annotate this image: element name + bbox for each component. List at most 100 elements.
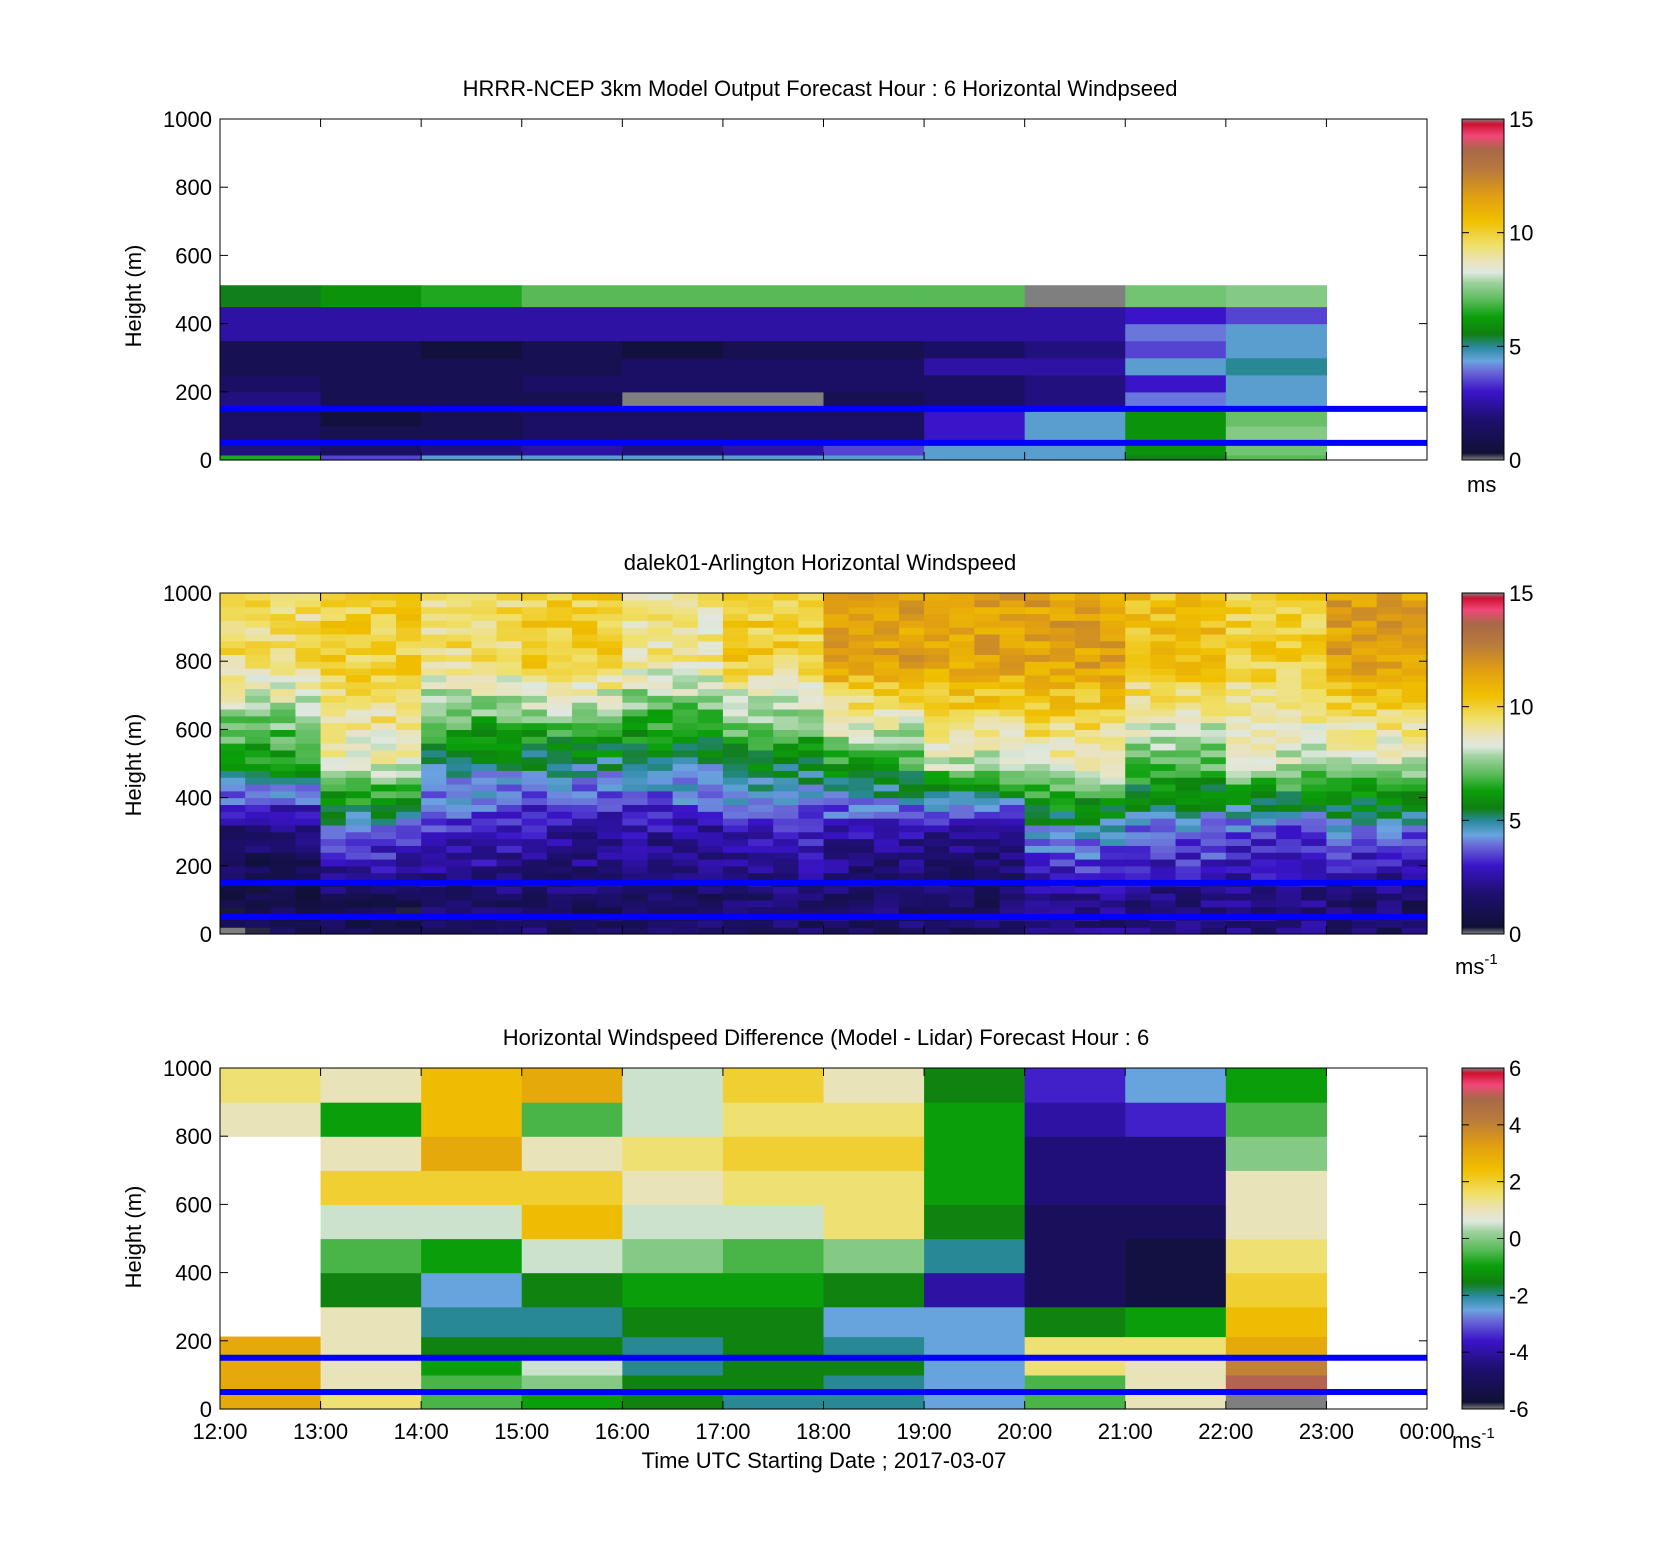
heatmap-cell [748,654,774,662]
heatmap-cell [999,824,1026,833]
heatmap-cell [622,285,724,308]
heatmap-cell [220,454,322,461]
lidar-title: dalek01-Arlington Horizontal Windspeed [624,550,1017,575]
heatmap-cell [1326,722,1353,730]
heatmap-cell [1376,927,1403,935]
heatmap-cell [1301,749,1328,758]
heatmap-cell [848,708,875,717]
heatmap-cell [873,763,900,771]
heatmap-cell [1250,899,1277,908]
heatmap-cell [722,1336,825,1359]
heatmap-cell [898,858,925,867]
heatmap-cell [622,804,649,812]
heatmap-cell [1225,647,1252,655]
heatmap-cell [345,783,372,792]
heatmap-cell [622,899,649,908]
heatmap-cell [421,627,447,635]
heatmap-cell [798,777,825,785]
heatmap-cell [1326,695,1353,703]
heatmap-cell [471,777,498,785]
heatmap-cell [622,1374,724,1393]
heatmap-cell [722,845,749,853]
heatmap-cell [320,1068,422,1103]
heatmap-cell [622,852,649,860]
heatmap-cell [1225,695,1252,703]
heatmap-cell [647,708,674,717]
heatmap-cell [748,593,774,601]
heatmap-cell [1276,743,1302,751]
heatmap-cell [924,668,950,676]
heatmap-cell [1401,633,1428,642]
heatmap-cell [697,702,724,710]
heatmap-cell [1401,674,1428,683]
heatmap-cell [1250,695,1277,703]
heatmap-cell [974,743,1001,751]
heatmap-cell [873,606,900,615]
heatmap-cell [1100,681,1126,690]
heatmap-cell [597,695,623,703]
heatmap-cell [1276,647,1302,655]
heatmap-cell [446,831,473,840]
heatmap-cell [1301,674,1328,683]
heatmap-cell [924,756,950,765]
heatmap-cell [471,633,498,642]
heatmap-cell [1125,1136,1227,1171]
heatmap-cell [823,906,850,915]
heatmap-cell [396,620,422,628]
heatmap-cell [1125,797,1151,806]
colorbar-tick-label: 6 [1509,1056,1521,1081]
heatmap-cell [1250,824,1277,833]
heatmap-cell [546,777,573,785]
heatmap-cell [546,599,573,608]
heatmap-cell [924,285,1026,308]
difference-colorbar-unit: ms-1 [1452,1425,1495,1453]
heatmap-cell [1225,749,1252,758]
heatmap-cell [471,627,498,635]
heatmap-cell [798,927,825,935]
heatmap-cell [245,920,271,928]
heatmap-cell [697,845,724,853]
heatmap-cell [823,756,850,765]
heatmap-cell [1024,633,1051,642]
heatmap-cell [1351,749,1378,758]
heatmap-cell [220,1374,322,1393]
heatmap-cell [370,818,397,826]
heatmap-cell [295,845,322,853]
heatmap-cell [1125,756,1151,765]
heatmap-cell [572,804,598,812]
heatmap-cell [1200,633,1227,642]
heatmap-cell [798,852,825,860]
heatmap-cell [546,811,573,819]
heatmap-cell [898,852,925,860]
heatmap-cell [722,391,825,410]
heatmap-cell [1150,661,1177,669]
heatmap-cell [1049,811,1076,819]
heatmap-cell [1074,715,1101,724]
heatmap-cell [672,593,699,601]
heatmap-cell [1401,613,1428,621]
heatmap-cell [345,906,372,915]
heatmap-cell [220,804,246,812]
heatmap-cell [898,708,925,717]
heatmap-cell [647,606,674,615]
heatmap-cell [1276,777,1302,785]
heatmap-cell [446,777,473,785]
heatmap-cell [748,668,774,676]
heatmap-cell [924,681,950,690]
heatmap-cell [622,865,649,874]
heatmap-cell [898,872,925,881]
heatmap-cell [471,640,498,649]
heatmap-cell [546,756,573,765]
heatmap-cell [974,838,1001,846]
heatmap-cell [471,756,498,765]
heatmap-cell [496,858,523,867]
heatmap-cell [999,674,1026,683]
heatmap-cell [823,695,850,703]
heatmap-cell [647,790,674,799]
heatmap-cell [1024,845,1051,853]
heatmap-cell [1175,893,1202,901]
heatmap-cell [748,783,774,792]
heatmap-cell [622,613,649,621]
heatmap-cell [521,715,548,724]
heatmap-cell [471,858,498,867]
